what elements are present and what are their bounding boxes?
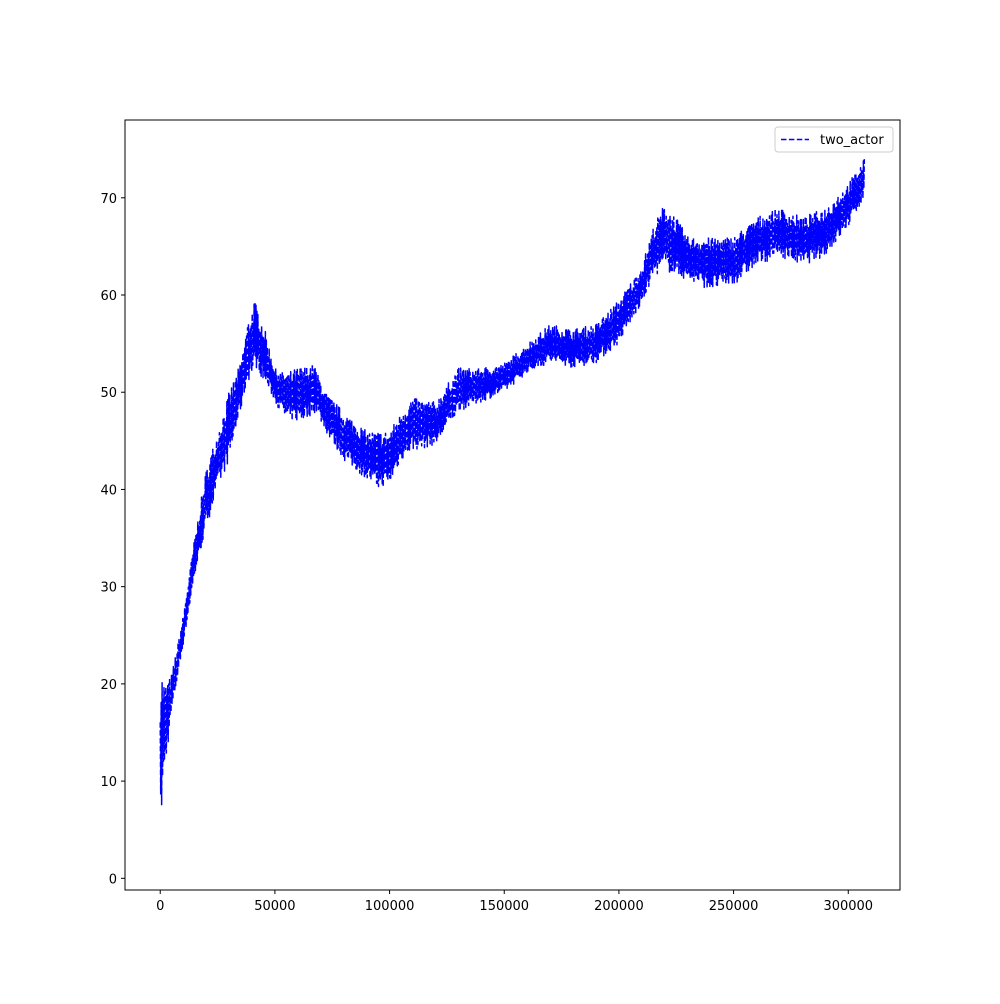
y-tick-label: 60 [100,289,117,304]
x-tick-label: 250000 [709,899,759,914]
legend: two_actor [774,126,894,153]
plot-frame [124,119,901,891]
x-tick-label: 200000 [594,899,644,914]
y-axis: 0 10 20 30 40 50 60 70 [100,192,125,887]
y-tick-label: 20 [100,678,117,693]
x-tick-label: 300000 [823,899,873,914]
y-tick-label: 30 [100,581,117,596]
y-tick-label: 70 [100,192,117,207]
y-tick-label: 0 [109,872,117,887]
legend-box [774,126,894,153]
x-tick-label: 0 [156,899,164,914]
series-line-0 [159,159,866,806]
x-tick-label: 50000 [254,899,295,914]
legend-label: two_actor [820,133,884,148]
x-tick-label: 100000 [365,899,415,914]
x-axis: 0 50000 100000 150000 200000 250000 300000 [156,890,873,914]
y-tick-label: 40 [100,483,117,498]
y-tick-label: 10 [100,775,117,790]
y-tick-label: 50 [100,386,117,401]
x-tick-label: 150000 [479,899,529,914]
series-layer [159,159,866,806]
